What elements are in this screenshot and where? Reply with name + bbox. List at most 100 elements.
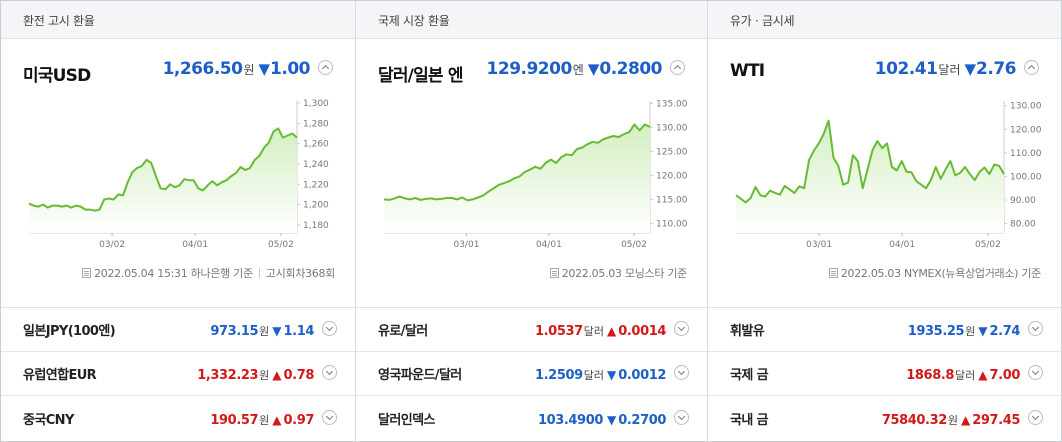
- document-icon: [82, 268, 92, 278]
- up-arrow-icon: ▲: [272, 368, 282, 382]
- down-arrow-icon: ▼: [978, 324, 988, 338]
- chevron-up-icon[interactable]: [670, 60, 685, 75]
- summary-change: 2.76: [976, 59, 1016, 79]
- x-tick-label: 05/02: [621, 240, 647, 250]
- chevron-down-icon[interactable]: [674, 321, 689, 336]
- y-tick-label: 1,300: [303, 99, 329, 109]
- panel-title[interactable]: 유가 · 금시세: [708, 1, 1061, 39]
- quote-list: 일본JPY(100엔) 973.15 원 ▼ 1.14 유럽연합EUR 1,332.2…: [1, 307, 355, 440]
- summary-value: 129.9200: [486, 59, 573, 79]
- document-icon: [828, 268, 838, 278]
- y-tick-label: 100.00: [1010, 172, 1042, 182]
- source-provider: 하나은행 기준: [190, 267, 253, 280]
- x-tick-label: 03/02: [99, 240, 125, 250]
- item-value: 1,332.23: [197, 368, 259, 383]
- list-item[interactable]: 국제 금 1868.8 달러 ▲ 7.00: [708, 352, 1061, 396]
- list-item[interactable]: 영국파운드/달러 1.2509 달러 ▼ 0.0012: [356, 352, 707, 396]
- list-item[interactable]: 유로/달러 1.0537 달러 ▲ 0.0014: [356, 308, 707, 352]
- item-value: 1.0537: [534, 324, 583, 339]
- summary-change: 1.00: [270, 59, 310, 79]
- chevron-down-icon[interactable]: [1028, 409, 1043, 425]
- list-item[interactable]: 국내 금 75840.32 원 ▲ 297.45: [708, 396, 1061, 440]
- item-change: 0.2700: [618, 412, 666, 428]
- source-provider: 모닝스타 기준: [624, 267, 687, 280]
- summary-unit: 엔: [572, 63, 584, 77]
- source-date: 2022.05.03: [840, 266, 901, 280]
- summary-name[interactable]: 미국USD: [23, 66, 91, 86]
- x-axis: 03/02 04/01 05/02: [99, 233, 294, 250]
- chevron-down-icon[interactable]: [1028, 321, 1043, 336]
- price-chart: 135.00 130.00 125.00 120.00 115.00 110.00 03/0…: [383, 99, 688, 250]
- up-arrow-icon: ▲: [272, 412, 282, 427]
- down-arrow-icon: ▼: [607, 368, 617, 382]
- chevron-down-icon[interactable]: [322, 365, 337, 380]
- y-tick-label: 110.00: [1010, 149, 1042, 159]
- chevron-down-icon[interactable]: [1028, 365, 1043, 380]
- list-item[interactable]: 유럽연합EUR 1,332.23 원 ▲ 0.78: [1, 352, 355, 396]
- summary-value: 102.41: [874, 59, 938, 79]
- oil-gold-panel: 유가 · 금시세 WTI 102.41 달러 ▼ 2.76 130.00 120.…: [707, 1, 1061, 441]
- series-line: [383, 123, 651, 202]
- x-tick-label: 03/01: [453, 240, 479, 250]
- list-item[interactable]: 중국CNY 190.57 원 ▲ 0.97: [1, 396, 355, 440]
- source-provider: NYMEX(뉴욕상업거래소) 기준: [904, 267, 1041, 280]
- summary-quote: 102.41 달러 ▼ 2.76: [875, 59, 1039, 79]
- item-change: 0.0014: [618, 324, 666, 339]
- y-axis: 135.00 130.00 125.00 120.00 115.00 110.00: [650, 99, 688, 229]
- international-rate-panel: 국제 시장 환율 달러/일본 엔 129.9200 엔 ▼ 0.2800 135…: [355, 1, 707, 441]
- down-arrow-icon: ▼: [607, 412, 617, 427]
- chevron-down-icon[interactable]: [674, 365, 689, 380]
- item-name: 달러인덱스: [378, 412, 435, 428]
- chevron-up-icon[interactable]: [1024, 60, 1039, 75]
- panel-title[interactable]: 국제 시장 환율: [356, 1, 707, 39]
- series-line: [735, 119, 1005, 204]
- panel-title[interactable]: 환전 고시 환율: [1, 1, 355, 39]
- quote-list: 유로/달러 1.0537 달러 ▲ 0.0014 영국파운드/달러 1.2509 달러 ▼…: [356, 307, 707, 440]
- item-name: 일본JPY(100엔): [23, 324, 116, 339]
- item-value: 103.4900: [537, 412, 603, 428]
- list-item[interactable]: 휘발유 1935.25 원 ▼ 2.74: [708, 308, 1061, 352]
- y-tick-label: 120.00: [1010, 125, 1042, 135]
- source-note: 2022.05.03 NYMEX(뉴욕상업거래소) 기준: [828, 265, 1041, 281]
- y-tick-label: 1,280: [303, 119, 329, 129]
- divider: [258, 268, 260, 278]
- y-tick-label: 1,220: [303, 180, 329, 190]
- item-change: 2.74: [989, 324, 1021, 339]
- item-name: 국제 금: [730, 368, 769, 383]
- series-area: [29, 128, 297, 233]
- y-tick-label: 1,180: [303, 221, 329, 231]
- series-line: [28, 127, 298, 212]
- summary-name[interactable]: WTI: [730, 61, 765, 81]
- summary-row: WTI 102.41 달러 ▼ 2.76: [708, 57, 1061, 87]
- chevron-down-icon[interactable]: [674, 409, 689, 425]
- item-unit: 원: [259, 369, 270, 382]
- source-date: 2022.05.04 15:31: [94, 266, 188, 280]
- x-tick-label: 04/01: [182, 240, 208, 250]
- item-value: 190.57: [210, 412, 259, 428]
- chevron-down-icon[interactable]: [322, 321, 337, 336]
- quote-list: 휘발유 1935.25 원 ▼ 2.74 국제 금 1868.8 달러 ▲ 7.00 국내 …: [708, 307, 1061, 440]
- item-change: 0.78: [283, 368, 315, 383]
- item-name: 유로/달러: [378, 324, 428, 339]
- chevron-down-icon[interactable]: [322, 409, 337, 425]
- item-name: 국내 금: [730, 412, 769, 428]
- chevron-up-icon[interactable]: [318, 60, 333, 75]
- list-item[interactable]: 달러인덱스 103.4900 ▼ 0.2700: [356, 396, 707, 440]
- summary-name[interactable]: 달러/일본 엔: [378, 66, 464, 86]
- up-arrow-icon: ▲: [961, 412, 971, 427]
- summary-value: 1,266.50: [162, 59, 243, 79]
- item-change: 297.45: [972, 412, 1020, 428]
- list-item[interactable]: 일본JPY(100엔) 973.15 원 ▼ 1.14: [1, 308, 355, 352]
- item-value: 1.2509: [534, 368, 583, 383]
- item-unit: 원: [259, 325, 270, 338]
- y-tick-label: 130.00: [1010, 102, 1042, 112]
- series-area: [736, 120, 1004, 233]
- item-unit: 원: [965, 325, 976, 338]
- x-tick-label: 04/01: [889, 240, 915, 250]
- y-tick-label: 110.00: [656, 219, 688, 229]
- item-value: 1868.8: [906, 368, 955, 383]
- item-name: 영국파운드/달러: [378, 368, 462, 383]
- source-note: 2022.05.04 15:31 하나은행 기준 고시회차368회: [82, 265, 335, 281]
